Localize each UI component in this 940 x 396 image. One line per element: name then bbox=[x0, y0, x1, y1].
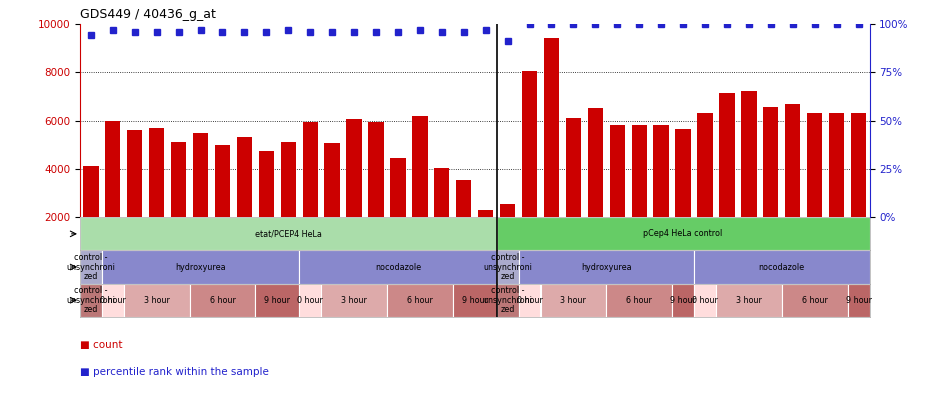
Bar bbox=[632, 126, 647, 266]
Bar bbox=[390, 158, 405, 266]
Text: 0 hour: 0 hour bbox=[692, 296, 718, 305]
Bar bbox=[80, 250, 102, 284]
Text: ■ percentile rank within the sample: ■ percentile rank within the sample bbox=[80, 367, 269, 377]
Bar bbox=[851, 113, 867, 266]
Bar bbox=[829, 113, 844, 266]
Bar bbox=[281, 142, 296, 266]
Bar bbox=[588, 109, 603, 266]
Text: 9 hour: 9 hour bbox=[264, 296, 290, 305]
Bar bbox=[697, 113, 713, 266]
Text: nocodazole: nocodazole bbox=[759, 263, 805, 272]
Bar bbox=[675, 129, 691, 266]
Bar bbox=[258, 151, 274, 266]
Bar bbox=[102, 250, 299, 284]
Bar bbox=[190, 284, 256, 317]
Text: 6 hour: 6 hour bbox=[802, 296, 827, 305]
Bar bbox=[519, 284, 540, 317]
Bar bbox=[105, 120, 120, 266]
Bar bbox=[540, 284, 606, 317]
Bar bbox=[694, 250, 870, 284]
Bar bbox=[346, 119, 362, 266]
Bar bbox=[610, 126, 625, 266]
Text: 6 hour: 6 hour bbox=[626, 296, 652, 305]
Text: 0 hour: 0 hour bbox=[517, 296, 542, 305]
Bar bbox=[84, 166, 99, 266]
Bar bbox=[522, 71, 537, 266]
Text: ■ count: ■ count bbox=[80, 339, 122, 350]
Bar bbox=[127, 130, 143, 266]
Text: 9 hour: 9 hour bbox=[846, 296, 871, 305]
Text: 3 hour: 3 hour bbox=[560, 296, 587, 305]
Bar bbox=[193, 133, 209, 266]
Bar bbox=[237, 137, 252, 266]
Bar bbox=[80, 284, 102, 317]
Text: 9 hour: 9 hour bbox=[670, 296, 696, 305]
Bar bbox=[321, 284, 387, 317]
Bar bbox=[256, 284, 299, 317]
Text: nocodazole: nocodazole bbox=[375, 263, 421, 272]
Bar bbox=[478, 210, 494, 266]
Bar bbox=[785, 104, 801, 266]
Bar bbox=[606, 284, 672, 317]
Bar bbox=[171, 142, 186, 266]
Bar bbox=[807, 113, 822, 266]
Bar bbox=[434, 168, 449, 266]
Bar bbox=[653, 126, 668, 266]
Bar bbox=[456, 180, 471, 266]
Bar bbox=[368, 122, 384, 266]
Bar bbox=[149, 128, 164, 266]
Bar bbox=[303, 122, 318, 266]
Text: control -
unsynchroni
zed: control - unsynchroni zed bbox=[483, 286, 532, 314]
Bar bbox=[500, 204, 515, 266]
Bar bbox=[694, 284, 716, 317]
Bar bbox=[80, 217, 496, 250]
Bar bbox=[299, 250, 496, 284]
Bar bbox=[519, 250, 694, 284]
Text: pCep4 HeLa control: pCep4 HeLa control bbox=[644, 229, 723, 238]
Bar bbox=[719, 93, 735, 266]
Bar bbox=[672, 284, 694, 317]
Text: 0 hour: 0 hour bbox=[100, 296, 126, 305]
Bar bbox=[496, 250, 519, 284]
Text: 6 hour: 6 hour bbox=[210, 296, 235, 305]
Bar bbox=[299, 284, 321, 317]
Bar bbox=[453, 284, 496, 317]
Text: etat/PCEP4 HeLa: etat/PCEP4 HeLa bbox=[255, 229, 321, 238]
Text: control -
unsynchroni
zed: control - unsynchroni zed bbox=[483, 253, 532, 281]
Text: control -
unsynchroni
zed: control - unsynchroni zed bbox=[67, 253, 116, 281]
Text: 3 hour: 3 hour bbox=[341, 296, 367, 305]
Bar bbox=[763, 107, 778, 266]
Text: 3 hour: 3 hour bbox=[736, 296, 761, 305]
Bar bbox=[215, 145, 230, 266]
Bar bbox=[412, 116, 428, 266]
Bar bbox=[496, 284, 519, 317]
Bar bbox=[102, 284, 124, 317]
Bar bbox=[782, 284, 848, 317]
Bar bbox=[848, 284, 870, 317]
Bar bbox=[543, 38, 559, 266]
Text: 3 hour: 3 hour bbox=[144, 296, 169, 305]
Text: hydroxyurea: hydroxyurea bbox=[581, 263, 632, 272]
Text: 9 hour: 9 hour bbox=[462, 296, 488, 305]
Text: 0 hour: 0 hour bbox=[297, 296, 323, 305]
Text: GDS449 / 40436_g_at: GDS449 / 40436_g_at bbox=[80, 8, 216, 21]
Bar bbox=[387, 284, 453, 317]
Bar bbox=[124, 284, 190, 317]
Bar bbox=[566, 118, 581, 266]
Text: control -
unsynchroni
zed: control - unsynchroni zed bbox=[67, 286, 116, 314]
Bar bbox=[741, 91, 757, 266]
Bar bbox=[496, 217, 870, 250]
Text: 6 hour: 6 hour bbox=[407, 296, 432, 305]
Text: hydroxyurea: hydroxyurea bbox=[175, 263, 226, 272]
Bar bbox=[716, 284, 782, 317]
Bar bbox=[324, 143, 340, 266]
